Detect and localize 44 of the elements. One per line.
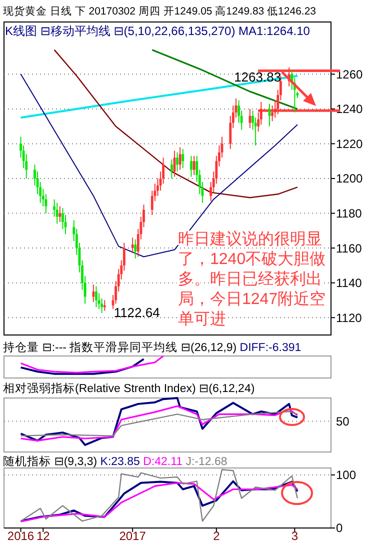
candlestick bbox=[100, 298, 104, 314]
annotation: 1263.83 bbox=[234, 70, 282, 85]
chart-title: 相对强弱指标(Relative Strenth Index) ⊟(6,12,24) bbox=[3, 382, 255, 396]
y-tick-label: 100 bbox=[336, 468, 356, 482]
candlestick bbox=[178, 146, 182, 170]
candlestick bbox=[92, 284, 95, 302]
text: 50 bbox=[336, 414, 350, 428]
candlestick bbox=[176, 152, 178, 172]
line-series bbox=[54, 49, 298, 198]
x-tick-label: 2016 bbox=[7, 529, 34, 542]
y-tick-label: 0 bbox=[336, 521, 343, 536]
y-tick-label: 1200 bbox=[336, 172, 364, 186]
candlestick bbox=[58, 206, 62, 222]
candlestick bbox=[248, 108, 252, 129]
candlestick bbox=[56, 202, 58, 224]
x-tick-label: 3 bbox=[291, 529, 298, 542]
x-tick-label: 12 bbox=[36, 529, 50, 542]
y-tick-label: 1260 bbox=[336, 67, 364, 82]
candlestick bbox=[182, 148, 184, 169]
candlestick bbox=[271, 104, 274, 122]
series-label: D:42.11 bbox=[140, 456, 183, 468]
y-tick-label: 1220 bbox=[336, 136, 364, 151]
chart-title: 随机指标 ⊟(9,3,3) bbox=[3, 456, 98, 468]
series-label: K:23.85 bbox=[97, 456, 140, 468]
candlestick bbox=[131, 237, 134, 254]
y-tick-label: 1120 bbox=[336, 310, 362, 325]
chart-title: 现货黄金 日线 下 20170302 周四 开1249.05 高1249.83 低1246.23 bbox=[3, 4, 316, 18]
candlestick bbox=[190, 155, 192, 178]
candlestick bbox=[95, 286, 98, 308]
x-tick-label: 2017 bbox=[119, 529, 146, 542]
y-tick-label: 1140 bbox=[336, 276, 362, 290]
x-tick-label: 2 bbox=[213, 529, 220, 542]
candlestick bbox=[170, 158, 173, 179]
candlestick bbox=[134, 238, 137, 259]
series-label: J:-12.68 bbox=[182, 456, 228, 468]
chart-subtitle: K线图 ⊟移动平均线 ⊟(5,10,22,66,135,270) MA1:1264.10 bbox=[5, 24, 310, 38]
text: DIFF:-6.391 bbox=[236, 342, 302, 354]
annotation: 1122.64 bbox=[114, 305, 160, 320]
y-tick-label: 1240 bbox=[336, 102, 364, 116]
chart-title: 持仓量 ⊟:--- 指数平滑异同平均线 ⊟(26,12,9) bbox=[3, 342, 237, 354]
y-tick-label: 1180 bbox=[336, 206, 362, 220]
line-series bbox=[151, 49, 298, 110]
y-tick-label: 1160 bbox=[336, 241, 362, 256]
candlestick bbox=[192, 155, 196, 176]
